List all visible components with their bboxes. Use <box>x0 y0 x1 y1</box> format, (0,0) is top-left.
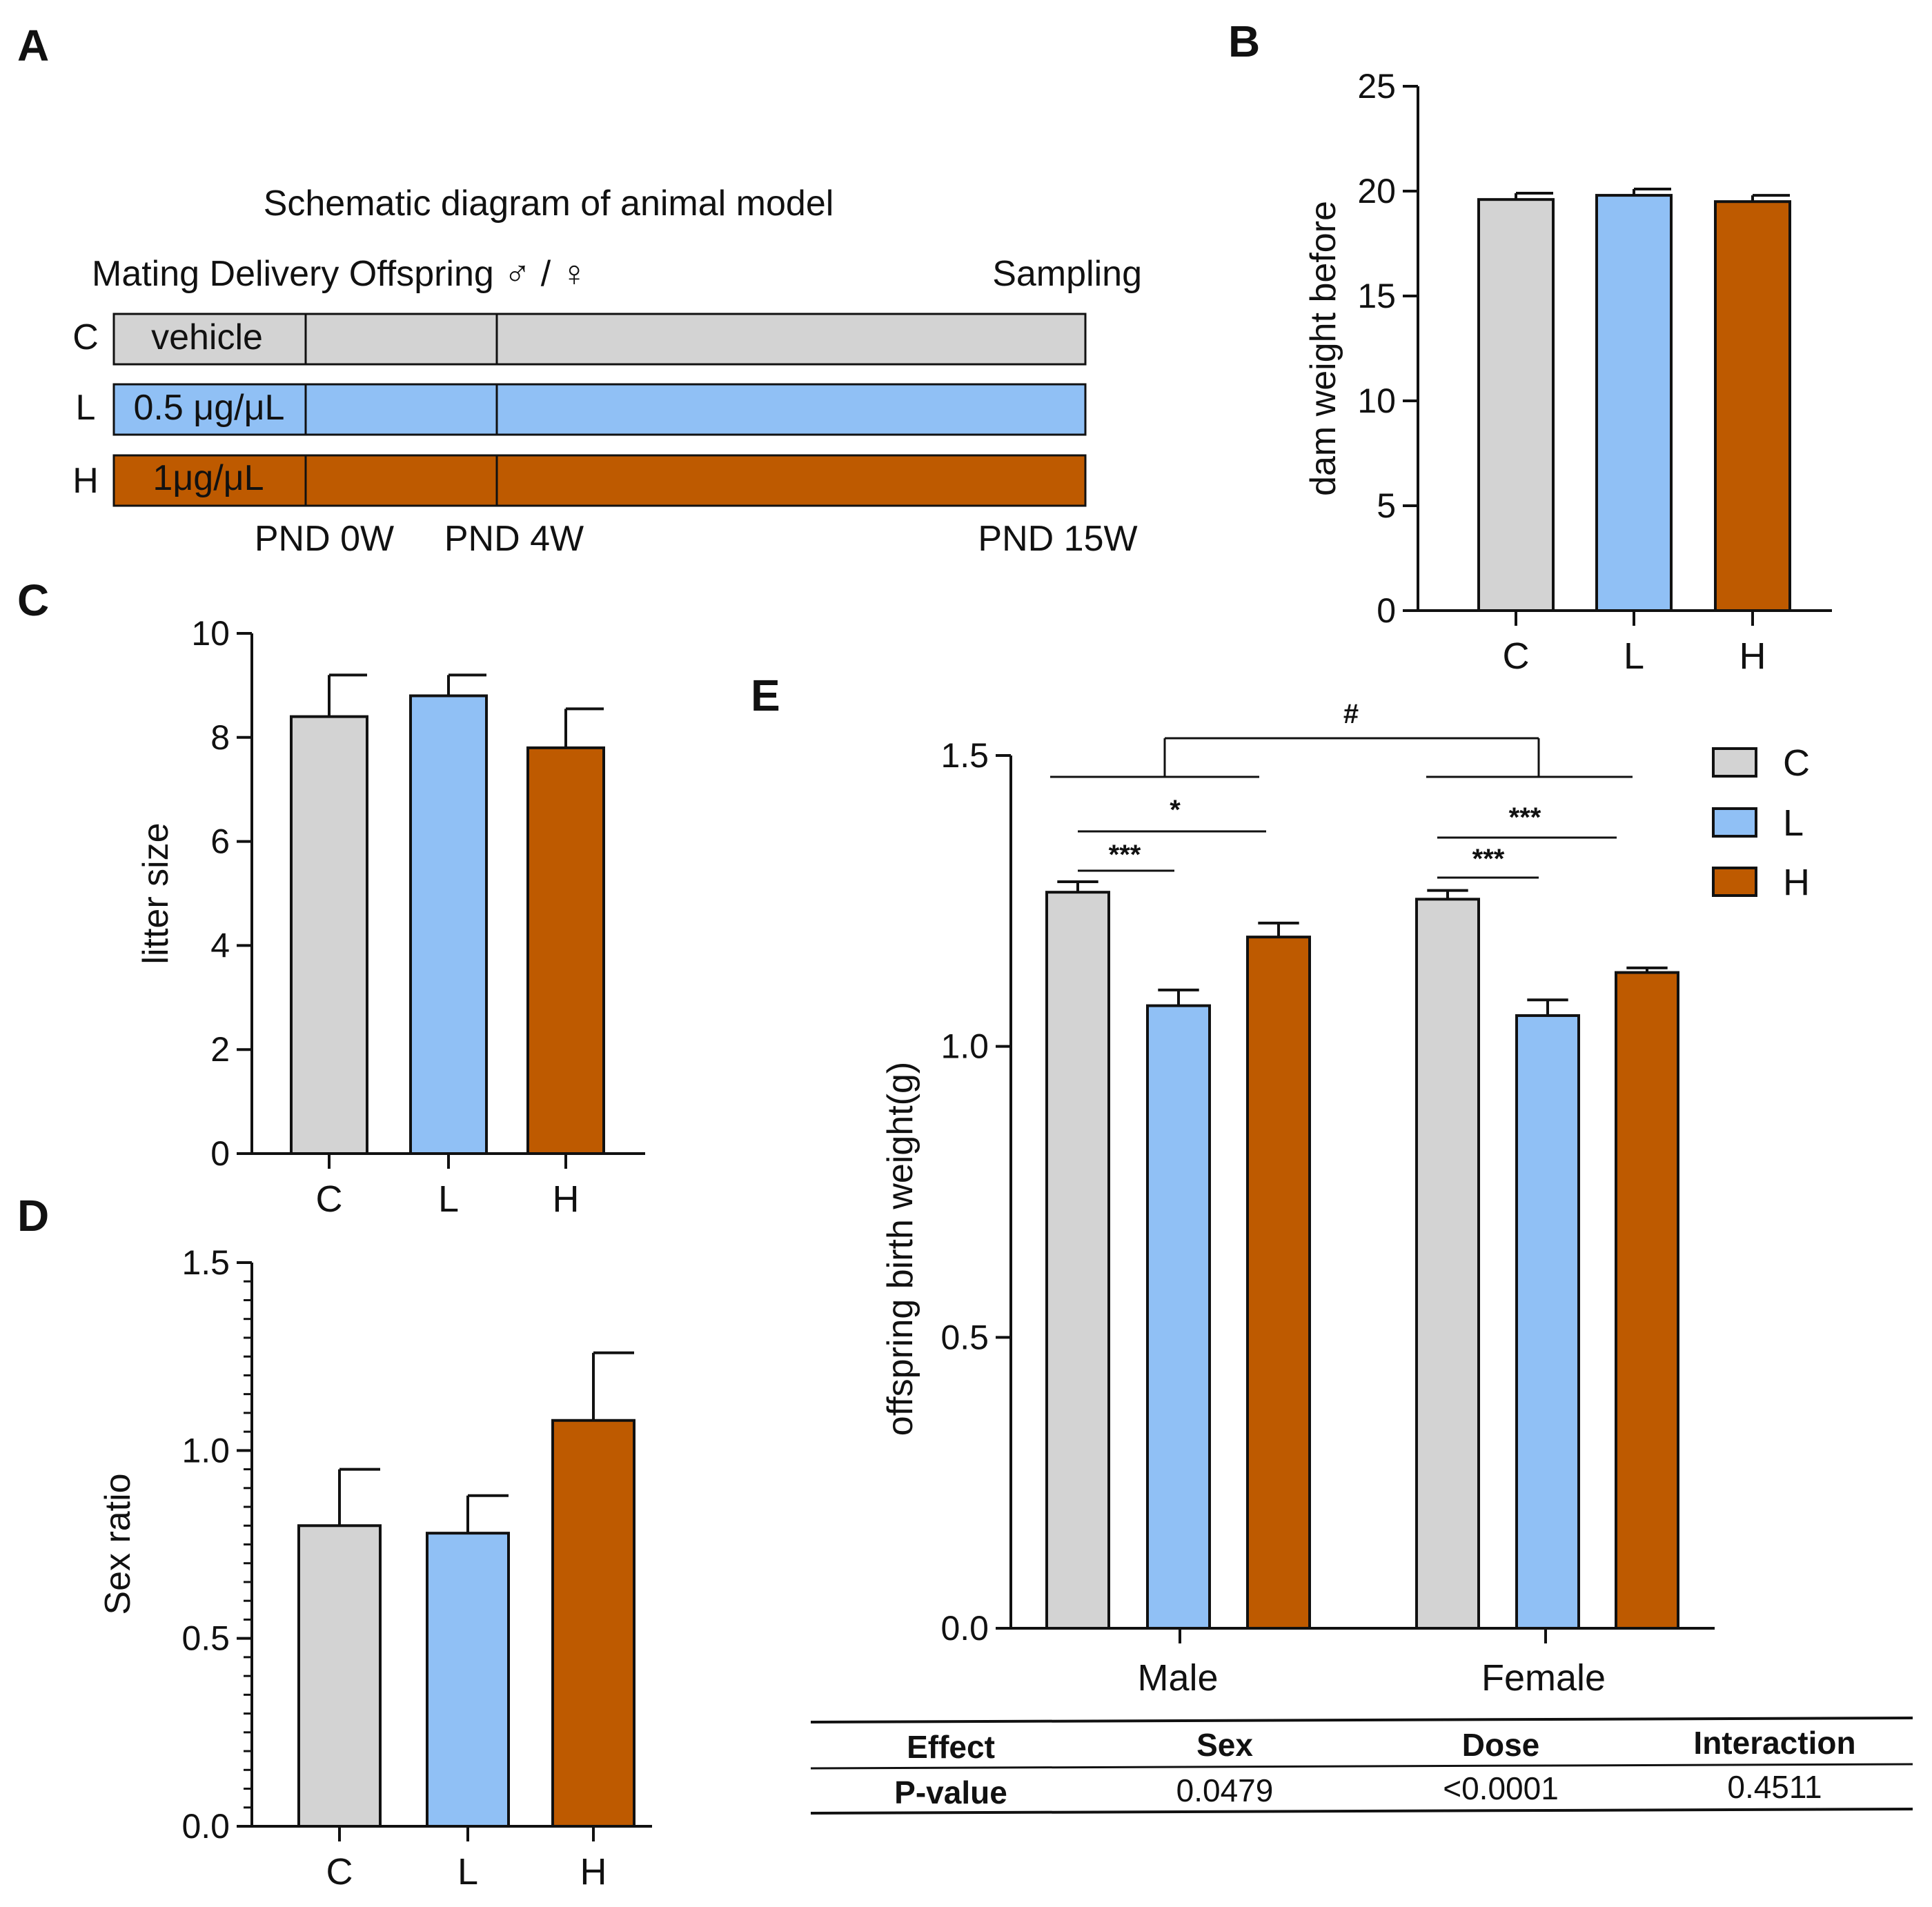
bar-c-female <box>1415 898 1480 1630</box>
y-tick-label: 0.0 <box>940 1609 989 1648</box>
significance-label: *** <box>1472 844 1505 874</box>
y-tick-label: 0.5 <box>940 1318 989 1356</box>
bar-h <box>551 1419 635 1828</box>
table-header-interaction: Interaction <box>1693 1725 1855 1761</box>
legend-label-c: C <box>1783 742 1810 784</box>
y-tick-label: 8 <box>210 718 230 757</box>
stats-table: Effect Sex Dose Interaction P-value 0.04… <box>810 1717 1913 1815</box>
x-tick-label: L <box>438 1178 459 1220</box>
x-tick-label: C <box>1503 635 1530 677</box>
significance-label: *** <box>1109 840 1141 870</box>
y-tick-label: 0.5 <box>181 1619 230 1658</box>
schematic-dose-l: 0.5 μg/μL <box>134 388 285 428</box>
y-tick-label: 25 <box>1357 67 1396 106</box>
y-tick-label: 20 <box>1357 172 1396 210</box>
chart-sex-ratio: 0.0 0.5 1.0 1.5 C L H Sex ratio <box>98 1243 652 1893</box>
panel-letter-d: D <box>17 1191 49 1241</box>
y-tick-label: 6 <box>210 822 230 861</box>
x-tick-label: H <box>580 1851 607 1893</box>
x-tick-label: C <box>316 1178 343 1220</box>
schematic-row-label-l: L <box>76 388 96 428</box>
legend-swatch-h <box>1712 867 1757 897</box>
schematic-row-label-h: H <box>72 461 99 501</box>
bar-h <box>526 746 605 1155</box>
x-tick-label: H <box>1739 635 1766 677</box>
bar-h-male <box>1246 936 1311 1630</box>
y-tick-label: 10 <box>1357 382 1396 420</box>
schematic-bar-l <box>112 383 1087 436</box>
schematic-bar-c <box>112 313 1087 366</box>
schematic-bar-h <box>112 454 1087 507</box>
bar-c <box>290 715 368 1155</box>
significance-label: * <box>1170 795 1181 825</box>
y-tick-label: 4 <box>210 926 230 965</box>
bar-h <box>1714 200 1791 612</box>
bar-l <box>426 1532 510 1828</box>
y-tick-label: 1.5 <box>940 736 989 775</box>
significance-label: # <box>1343 699 1359 729</box>
timepoint-15w: PND 15W <box>978 519 1137 559</box>
panel-letter-c: C <box>17 575 49 625</box>
table-rule-top <box>810 1717 1913 1723</box>
y-axis-label: litter size <box>136 822 176 964</box>
table-value-sex: 0.0479 <box>1176 1772 1274 1808</box>
table-rule-mid <box>810 1763 1913 1770</box>
x-tick-label: Male <box>1137 1657 1218 1699</box>
y-axis-label: dam weight before <box>1303 201 1343 496</box>
x-tick-label: L <box>457 1851 478 1893</box>
panel-letter-a: A <box>17 21 49 70</box>
legend-label-h: H <box>1783 862 1810 903</box>
schematic-header-right: Sampling <box>992 254 1142 294</box>
y-tick-label: 1.5 <box>181 1243 230 1282</box>
table-header-dose: Dose <box>1462 1727 1539 1763</box>
x-tick-label: Female <box>1481 1657 1606 1699</box>
panel-letter-e: E <box>751 671 780 720</box>
y-tick-label: 5 <box>1377 486 1396 525</box>
panel-letter-b: B <box>1228 17 1260 66</box>
bar-c <box>297 1524 382 1828</box>
bar-l <box>409 694 488 1155</box>
timepoint-4w: PND 4W <box>444 519 584 559</box>
schematic-diagram: Schematic diagram of animal model Mating… <box>72 184 1142 559</box>
y-tick-label: 10 <box>191 614 230 653</box>
bar-c <box>1477 198 1555 613</box>
bar-c-male <box>1045 891 1110 1630</box>
bar-l <box>1595 194 1673 612</box>
y-tick-label: 15 <box>1357 277 1396 315</box>
y-tick-label: 0 <box>210 1134 230 1173</box>
schematic-title: Schematic diagram of animal model <box>264 184 834 224</box>
schematic-row-label-c: C <box>72 317 99 357</box>
table-header-effect: Effect <box>907 1729 995 1765</box>
table-row-label: P-value <box>894 1775 1007 1810</box>
y-tick-label: 0 <box>1377 591 1396 630</box>
y-tick-label: 1.0 <box>940 1027 989 1066</box>
legend-swatch-c <box>1712 747 1757 778</box>
x-tick-label: L <box>1624 635 1644 677</box>
schematic-header-left: Mating Delivery Offspring ♂ / ♀ <box>92 254 588 294</box>
y-axis-label: offspring birth weight(g) <box>880 1062 920 1436</box>
table-value-interaction: 0.4511 <box>1727 1769 1822 1805</box>
y-tick-label: 2 <box>210 1030 230 1069</box>
legend-swatch-l <box>1712 807 1757 838</box>
x-tick-label: H <box>553 1178 580 1220</box>
legend-label-l: L <box>1783 802 1804 844</box>
chart-offspring-birth-weight: 0.0 0.5 1.0 1.5 Male Female offspring birth we… <box>880 699 1810 1699</box>
y-axis-label: Sex ratio <box>98 1473 138 1614</box>
y-tick-label: 1.0 <box>181 1431 230 1470</box>
table-header-sex: Sex <box>1196 1727 1253 1763</box>
schematic-dose-c: vehicle <box>151 317 263 357</box>
bar-l-male <box>1146 1004 1211 1630</box>
x-tick-label: C <box>326 1851 353 1893</box>
significance-label: *** <box>1509 802 1541 833</box>
table-value-dose: <0.0001 <box>1443 1770 1559 1806</box>
schematic-dose-h: 1μg/μL <box>152 458 264 498</box>
timepoint-0w: PND 0W <box>255 519 394 559</box>
y-tick-label: 0.0 <box>181 1807 230 1846</box>
bar-l-female <box>1515 1014 1580 1630</box>
bar-h-female <box>1615 971 1679 1630</box>
table-rule-bottom <box>810 1808 1913 1815</box>
